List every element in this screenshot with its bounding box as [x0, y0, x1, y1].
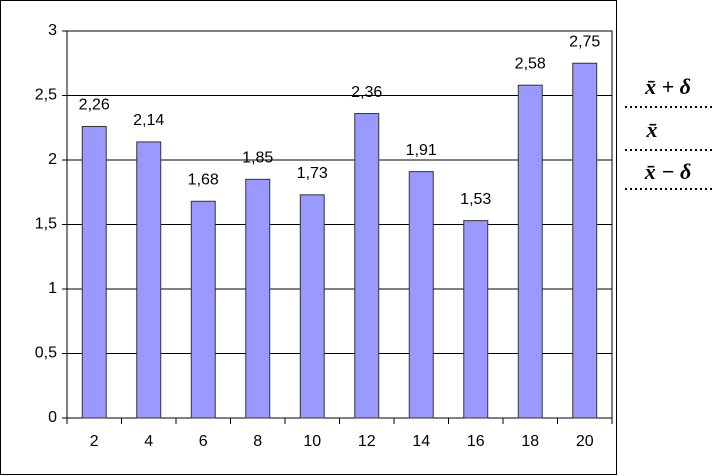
x-tick-label: 12 — [358, 433, 376, 450]
value-label: 1,73 — [297, 165, 328, 182]
bar — [463, 220, 489, 419]
value-label: 2,58 — [515, 55, 546, 72]
annotation: x̄ — [646, 117, 658, 142]
bar — [572, 62, 598, 419]
value-label: 1,85 — [242, 150, 273, 167]
annotation: x̄ + δ — [644, 74, 691, 99]
x-tick-label: 16 — [467, 433, 485, 450]
y-tick-label: 3 — [48, 22, 57, 39]
x-tick-label: 2 — [90, 433, 99, 450]
x-tick-label: 18 — [521, 433, 539, 450]
y-tick-label: 1 — [48, 280, 57, 297]
value-label: 2,14 — [133, 112, 164, 129]
x-tick-label: 14 — [412, 433, 430, 450]
bar — [354, 113, 380, 419]
value-label: 2,26 — [79, 97, 110, 114]
bar — [190, 200, 216, 419]
bar — [408, 171, 434, 419]
y-tick-label: 0 — [48, 409, 57, 426]
y-tick-label: 0,5 — [35, 345, 57, 362]
y-tick-label: 2 — [48, 151, 57, 168]
bar — [245, 178, 271, 419]
annotation: x̄ − δ — [644, 159, 692, 184]
x-tick-label: 4 — [144, 433, 153, 450]
value-label: 1,91 — [406, 142, 437, 159]
bar — [81, 125, 107, 419]
y-tick-label: 2,5 — [35, 87, 57, 104]
value-label: 2,36 — [351, 84, 382, 101]
value-label: 2,75 — [569, 33, 600, 50]
x-tick-label: 6 — [199, 433, 208, 450]
value-label: 1,53 — [460, 191, 491, 208]
bar — [136, 141, 162, 419]
bar — [517, 84, 543, 419]
value-label: 1,68 — [188, 171, 219, 188]
x-tick-label: 20 — [576, 433, 594, 450]
chart-frame — [0, 0, 617, 475]
x-tick-label: 8 — [253, 433, 262, 450]
y-tick-label: 1,5 — [35, 216, 57, 233]
bar — [299, 194, 325, 419]
x-tick-label: 10 — [303, 433, 321, 450]
